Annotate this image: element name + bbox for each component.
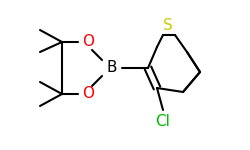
Text: O: O [82, 34, 94, 50]
Text: S: S [163, 18, 173, 33]
Text: O: O [82, 87, 94, 102]
Text: B: B [107, 60, 117, 75]
Text: Cl: Cl [156, 114, 170, 129]
